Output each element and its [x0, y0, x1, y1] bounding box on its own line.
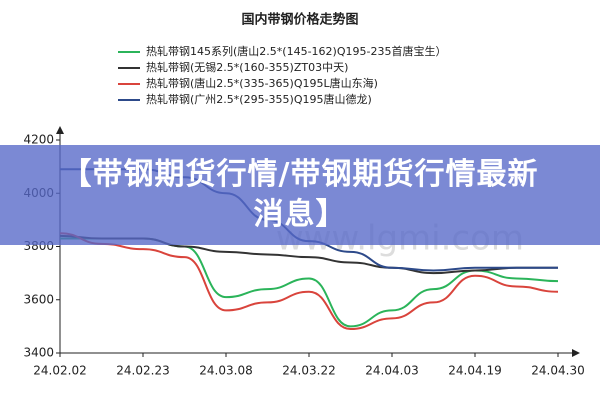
x-tick-label: 24.04.03 [365, 364, 418, 378]
x-tick-label: 24.04.30 [531, 364, 584, 378]
y-tick-label: 3400 [23, 346, 54, 360]
x-tick-label: 24.03.22 [282, 364, 335, 378]
y-arrow [56, 126, 64, 134]
y-tick-label: 4200 [23, 133, 54, 147]
series-line [59, 232, 559, 331]
legend-label: 热轧带钢(广州2.5*(295-355)Q195唐山德龙) [146, 92, 372, 106]
banner-title: 【带钢期货行情/带钢期货行情最新消息】 [61, 157, 539, 232]
y-tick-label: 3600 [23, 292, 54, 306]
chart-title: 国内带钢价格走势图 [241, 12, 358, 28]
x-tick-label: 24.02.23 [116, 364, 169, 378]
x-tick-label: 24.04.19 [448, 364, 501, 378]
x-tick-label: 24.02.02 [33, 364, 86, 378]
banner: 【带钢期货行情/带钢期货行情最新消息】 [0, 145, 600, 245]
legend-label: 热轧带钢(唐山2.5*(335-365)Q195L唐山东海) [146, 76, 378, 90]
legend-label: 热轧带钢145系列(唐山2.5*(145-162)Q195-235首唐宝生） [146, 44, 446, 58]
x-tick-label: 24.03.08 [199, 364, 252, 378]
legend-label: 热轧带钢(无锡2.5*(160-355)ZT03中天) [146, 60, 348, 74]
x-arrow [572, 349, 580, 357]
